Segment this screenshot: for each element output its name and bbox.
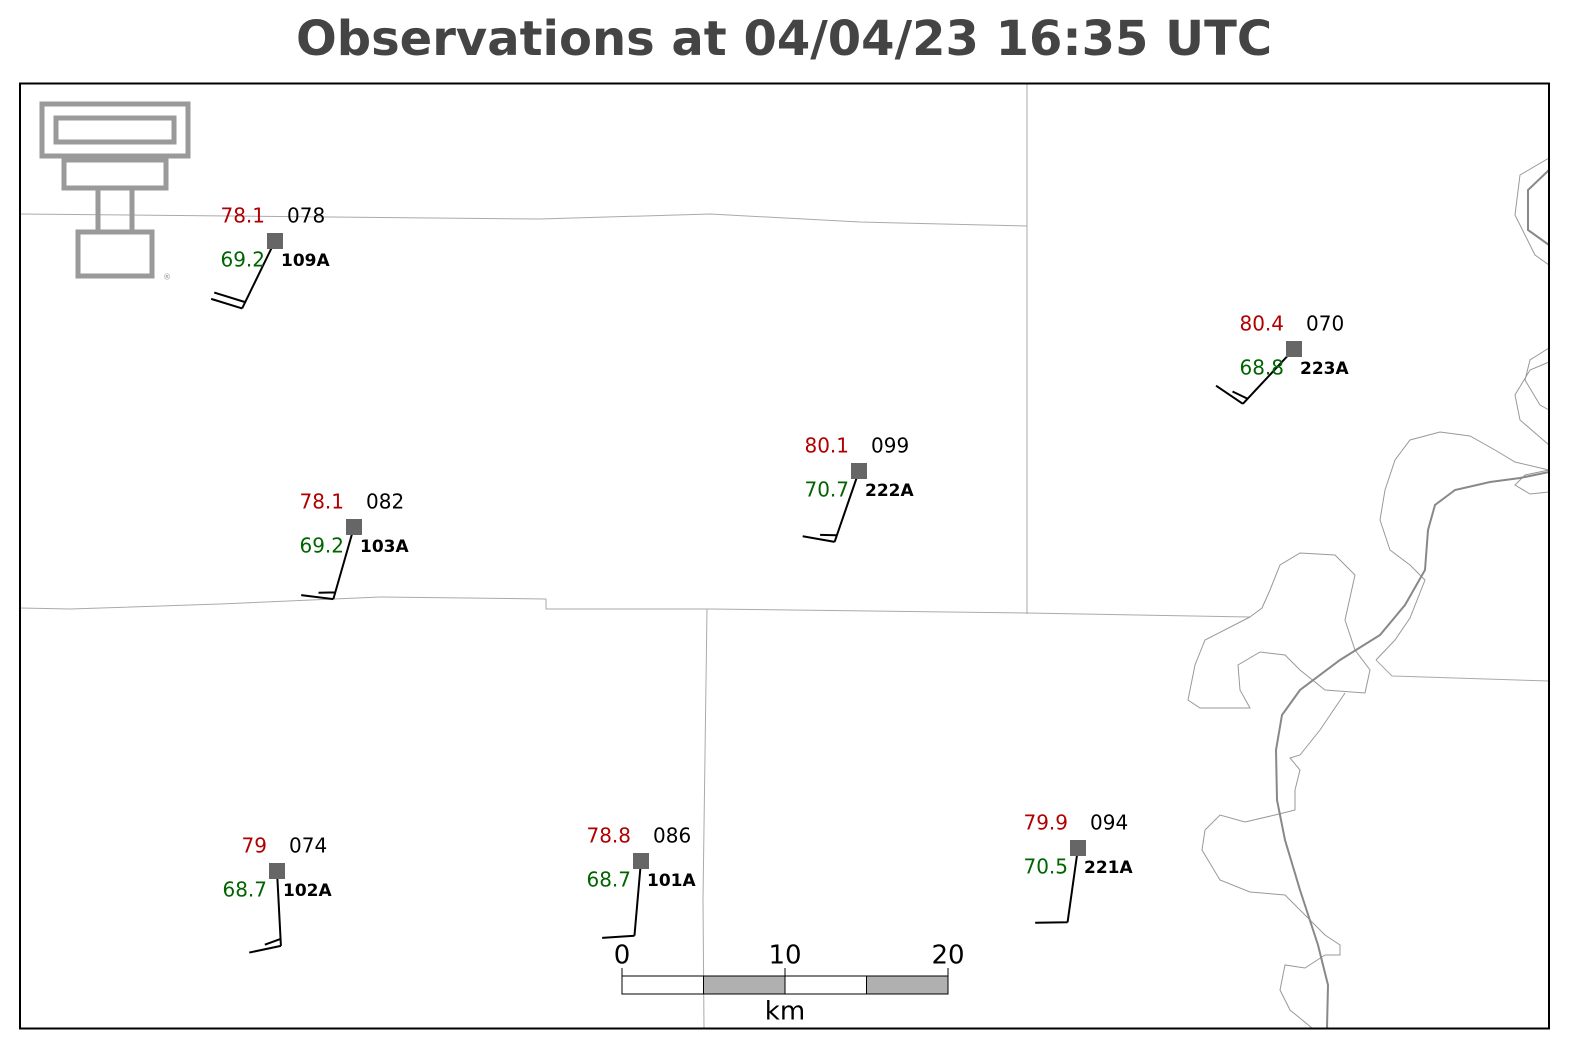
scale-segment: [784, 975, 867, 995]
dewpoint: 70.5: [1023, 855, 1068, 879]
dewpoint: 69.2: [220, 248, 265, 272]
dewpoint: 68.7: [222, 878, 267, 902]
station-id: 102A: [283, 881, 332, 901]
stations: 78.1 078 69.2 109A 78.1 082 69.2 103A 80.1 099 70.…: [210, 204, 1349, 954]
station-marker: [1070, 840, 1086, 856]
station-marker: [851, 463, 867, 479]
station-id: 101A: [647, 871, 696, 891]
pressure: 094: [1090, 811, 1128, 835]
wind-barb: [602, 860, 642, 939]
station-marker: [269, 863, 285, 879]
temperature: 78.1: [299, 490, 344, 514]
map-frame: [19, 82, 1550, 1030]
scale-bar: 0 10 20 km: [614, 941, 965, 1027]
wind-barb: [301, 526, 355, 601]
state-line: [1274, 169, 1550, 1029]
station-id: 109A: [281, 251, 330, 271]
temperature: 79: [242, 834, 267, 858]
scale-segment: [866, 975, 949, 995]
station-marker: [267, 233, 283, 249]
pressure: 086: [653, 824, 691, 848]
logo: ®: [39, 101, 191, 282]
station-id: 103A: [360, 537, 409, 557]
station-id: 222A: [865, 481, 914, 501]
wind-barb: [802, 470, 860, 543]
temperature: 78.8: [586, 824, 631, 848]
station-marker: [633, 853, 649, 869]
pressure: 070: [1306, 312, 1344, 336]
pressure: 074: [289, 834, 327, 858]
svg-text:®: ®: [163, 273, 171, 282]
station-marker: [346, 519, 362, 535]
station-marker: [1286, 341, 1302, 357]
scale-label: 0: [614, 941, 631, 971]
scale-label: 20: [931, 941, 964, 971]
wind-barb: [210, 240, 276, 310]
dewpoint: 70.7: [804, 478, 849, 502]
wind-barb: [1215, 348, 1295, 405]
scale-unit: km: [765, 997, 805, 1027]
station-id: 223A: [1300, 359, 1349, 379]
pressure: 099: [871, 434, 909, 458]
wind-barb: [249, 870, 282, 954]
temperature: 80.1: [804, 434, 849, 458]
dewpoint: 69.2: [299, 534, 344, 558]
pressure: 082: [366, 490, 404, 514]
scale-label: 10: [768, 941, 801, 971]
temperature: 78.1: [220, 204, 265, 228]
dewpoint: 68.8: [1239, 356, 1284, 380]
dewpoint: 68.7: [586, 868, 631, 892]
temperature: 79.9: [1023, 811, 1068, 835]
temperature: 80.4: [1239, 312, 1284, 336]
station-id: 221A: [1084, 858, 1133, 878]
title: Observations at 04/04/23 16:35 UTC: [296, 11, 1272, 67]
county-lines: [19, 84, 1550, 1029]
pressure: 078: [287, 204, 325, 228]
scale-segment: [621, 975, 704, 995]
river-banks: [1187, 157, 1550, 1029]
wind-barb: [1035, 847, 1079, 924]
scale-segment: [703, 975, 786, 995]
